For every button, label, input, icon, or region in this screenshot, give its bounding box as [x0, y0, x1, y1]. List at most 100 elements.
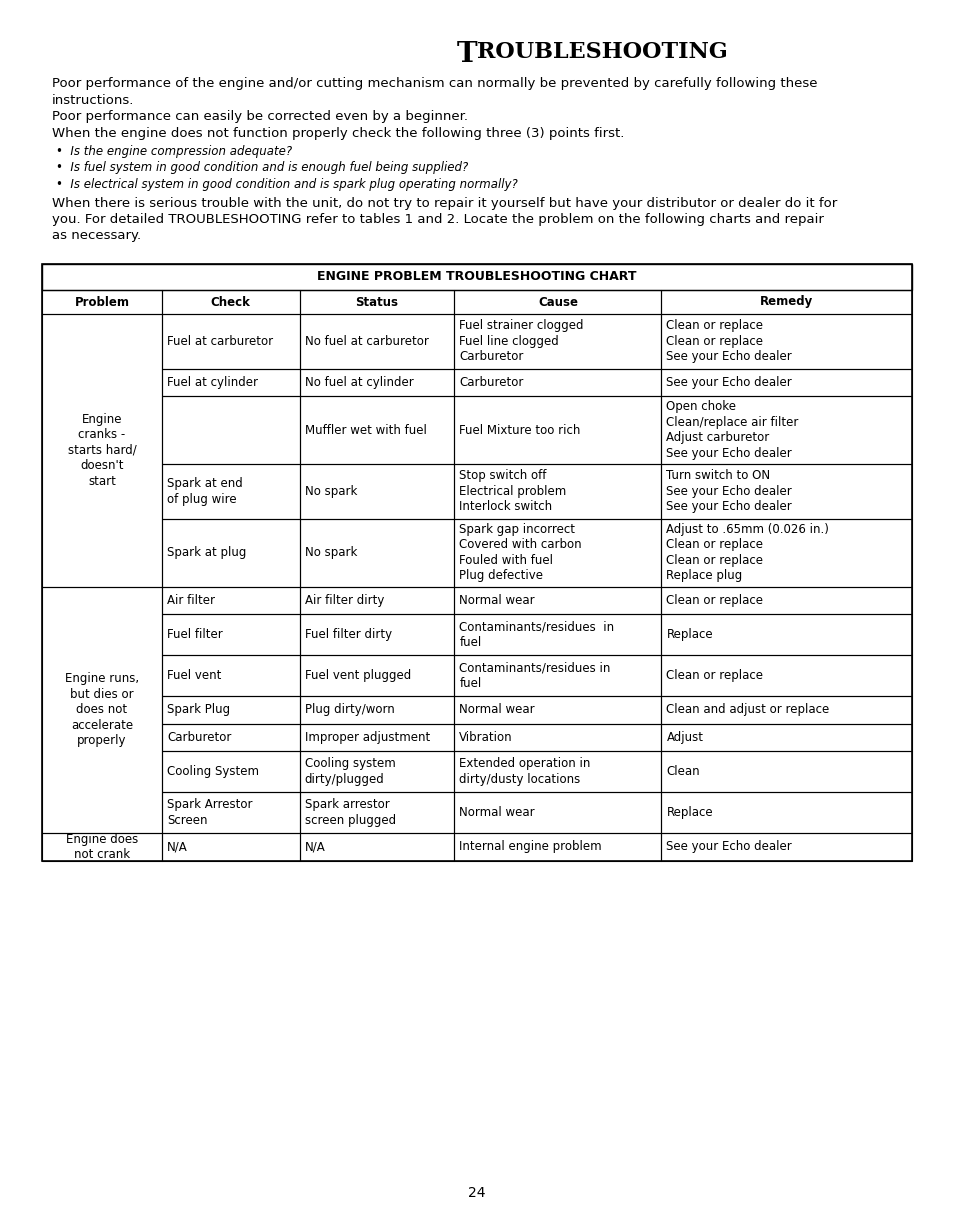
- Bar: [299, 464, 454, 519]
- Text: Poor performance of the engine and/or cutting mechanism can normally be prevente: Poor performance of the engine and/or cu…: [52, 77, 817, 90]
- Text: as necessary.: as necessary.: [52, 230, 141, 243]
- Text: you. For detailed TROUBLESHOOTING refer to tables 1 and 2. Locate the problem on: you. For detailed TROUBLESHOOTING refer …: [52, 212, 823, 226]
- Text: Muffler wet with fuel: Muffler wet with fuel: [304, 424, 426, 436]
- Text: Replace: Replace: [666, 806, 712, 819]
- Bar: [162, 291, 299, 314]
- Bar: [454, 464, 660, 519]
- Bar: [454, 654, 660, 696]
- Text: •  Is fuel system in good condition and is enough fuel being supplied?: • Is fuel system in good condition and i…: [56, 161, 468, 175]
- Bar: [660, 654, 911, 696]
- Text: Normal wear: Normal wear: [459, 703, 535, 717]
- Text: No spark: No spark: [304, 546, 356, 559]
- Text: Spark Plug: Spark Plug: [167, 703, 230, 717]
- Bar: [454, 696, 660, 724]
- Bar: [660, 833, 911, 861]
- Bar: [454, 396, 660, 464]
- Text: Air filter dirty: Air filter dirty: [304, 593, 383, 607]
- Bar: [454, 369, 660, 396]
- Bar: [299, 586, 454, 614]
- Text: Status: Status: [355, 295, 398, 309]
- Text: Contaminants/residues in
fuel: Contaminants/residues in fuel: [459, 662, 610, 690]
- Text: T: T: [456, 42, 476, 68]
- Bar: [660, 586, 911, 614]
- Bar: [42, 264, 911, 291]
- Bar: [660, 724, 911, 751]
- Text: Improper adjustment: Improper adjustment: [304, 730, 429, 744]
- Bar: [162, 833, 299, 861]
- Bar: [299, 314, 454, 369]
- Bar: [162, 464, 299, 519]
- Bar: [42, 314, 162, 586]
- Text: Fuel Mixture too rich: Fuel Mixture too rich: [459, 424, 580, 436]
- Bar: [454, 314, 660, 369]
- Bar: [299, 724, 454, 751]
- Bar: [42, 833, 162, 861]
- Bar: [42, 586, 162, 833]
- Text: Internal engine problem: Internal engine problem: [459, 840, 601, 853]
- Bar: [660, 396, 911, 464]
- Text: Remedy: Remedy: [760, 295, 813, 309]
- Text: Fuel at cylinder: Fuel at cylinder: [167, 376, 258, 388]
- Text: Problem: Problem: [74, 295, 130, 309]
- Text: Stop switch off
Electrical problem
Interlock switch: Stop switch off Electrical problem Inter…: [459, 469, 566, 513]
- Bar: [660, 751, 911, 792]
- Bar: [162, 724, 299, 751]
- Text: Cause: Cause: [537, 295, 578, 309]
- Text: Adjust: Adjust: [666, 730, 702, 744]
- Text: Normal wear: Normal wear: [459, 593, 535, 607]
- Text: Clean and adjust or replace: Clean and adjust or replace: [666, 703, 829, 717]
- Text: No spark: No spark: [304, 485, 356, 498]
- Bar: [42, 264, 911, 861]
- Text: Spark at end
of plug wire: Spark at end of plug wire: [167, 477, 243, 505]
- Text: Engine runs,
but dies or
does not
accelerate
properly: Engine runs, but dies or does not accele…: [65, 673, 139, 747]
- Text: When there is serious trouble with the unit, do not try to repair it yourself bu: When there is serious trouble with the u…: [52, 197, 837, 210]
- Bar: [454, 586, 660, 614]
- Bar: [299, 369, 454, 396]
- Bar: [162, 369, 299, 396]
- Text: Spark at plug: Spark at plug: [167, 546, 246, 559]
- Text: Vibration: Vibration: [459, 730, 513, 744]
- Text: Poor performance can easily be corrected even by a beginner.: Poor performance can easily be corrected…: [52, 110, 468, 123]
- Bar: [299, 696, 454, 724]
- Text: Engine
cranks -
starts hard/
doesn't
start: Engine cranks - starts hard/ doesn't sta…: [68, 413, 136, 487]
- Bar: [162, 314, 299, 369]
- Text: Fuel filter: Fuel filter: [167, 628, 223, 641]
- Text: Cooling system
dirty/plugged: Cooling system dirty/plugged: [304, 757, 395, 786]
- Text: No fuel at carburetor: No fuel at carburetor: [304, 335, 428, 348]
- Text: Turn switch to ON
See your Echo dealer
See your Echo dealer: Turn switch to ON See your Echo dealer S…: [666, 469, 791, 513]
- Bar: [660, 696, 911, 724]
- Bar: [299, 519, 454, 586]
- Text: Open choke
Clean/replace air filter
Adjust carburetor
See your Echo dealer: Open choke Clean/replace air filter Adju…: [666, 400, 798, 460]
- Text: Clean or replace: Clean or replace: [666, 669, 762, 683]
- Bar: [299, 614, 454, 654]
- Bar: [660, 314, 911, 369]
- Bar: [162, 519, 299, 586]
- Bar: [454, 614, 660, 654]
- Text: Normal wear: Normal wear: [459, 806, 535, 819]
- Text: Plug dirty/worn: Plug dirty/worn: [304, 703, 394, 717]
- Bar: [660, 792, 911, 833]
- Bar: [162, 696, 299, 724]
- Text: Spark gap incorrect
Covered with carbon
Fouled with fuel
Plug defective: Spark gap incorrect Covered with carbon …: [459, 523, 581, 582]
- Text: Fuel filter dirty: Fuel filter dirty: [304, 628, 392, 641]
- Bar: [660, 291, 911, 314]
- Text: instructions.: instructions.: [52, 94, 134, 106]
- Bar: [660, 614, 911, 654]
- Text: •  Is electrical system in good condition and is spark plug operating normally?: • Is electrical system in good condition…: [56, 178, 517, 190]
- Text: ROUBLESHOOTING: ROUBLESHOOTING: [476, 42, 727, 63]
- Bar: [299, 396, 454, 464]
- Bar: [299, 751, 454, 792]
- Bar: [299, 654, 454, 696]
- Bar: [660, 464, 911, 519]
- Bar: [660, 369, 911, 396]
- Bar: [162, 751, 299, 792]
- Text: Air filter: Air filter: [167, 593, 214, 607]
- Text: Fuel at carburetor: Fuel at carburetor: [167, 335, 273, 348]
- Text: When the engine does not function properly check the following three (3) points : When the engine does not function proper…: [52, 127, 623, 139]
- Text: Extended operation in
dirty/dusty locations: Extended operation in dirty/dusty locati…: [459, 757, 590, 786]
- Text: Contaminants/residues  in
fuel: Contaminants/residues in fuel: [459, 620, 614, 648]
- Bar: [162, 614, 299, 654]
- Bar: [454, 519, 660, 586]
- Text: Spark arrestor
screen plugged: Spark arrestor screen plugged: [304, 799, 395, 827]
- Text: •  Is the engine compression adequate?: • Is the engine compression adequate?: [56, 145, 292, 158]
